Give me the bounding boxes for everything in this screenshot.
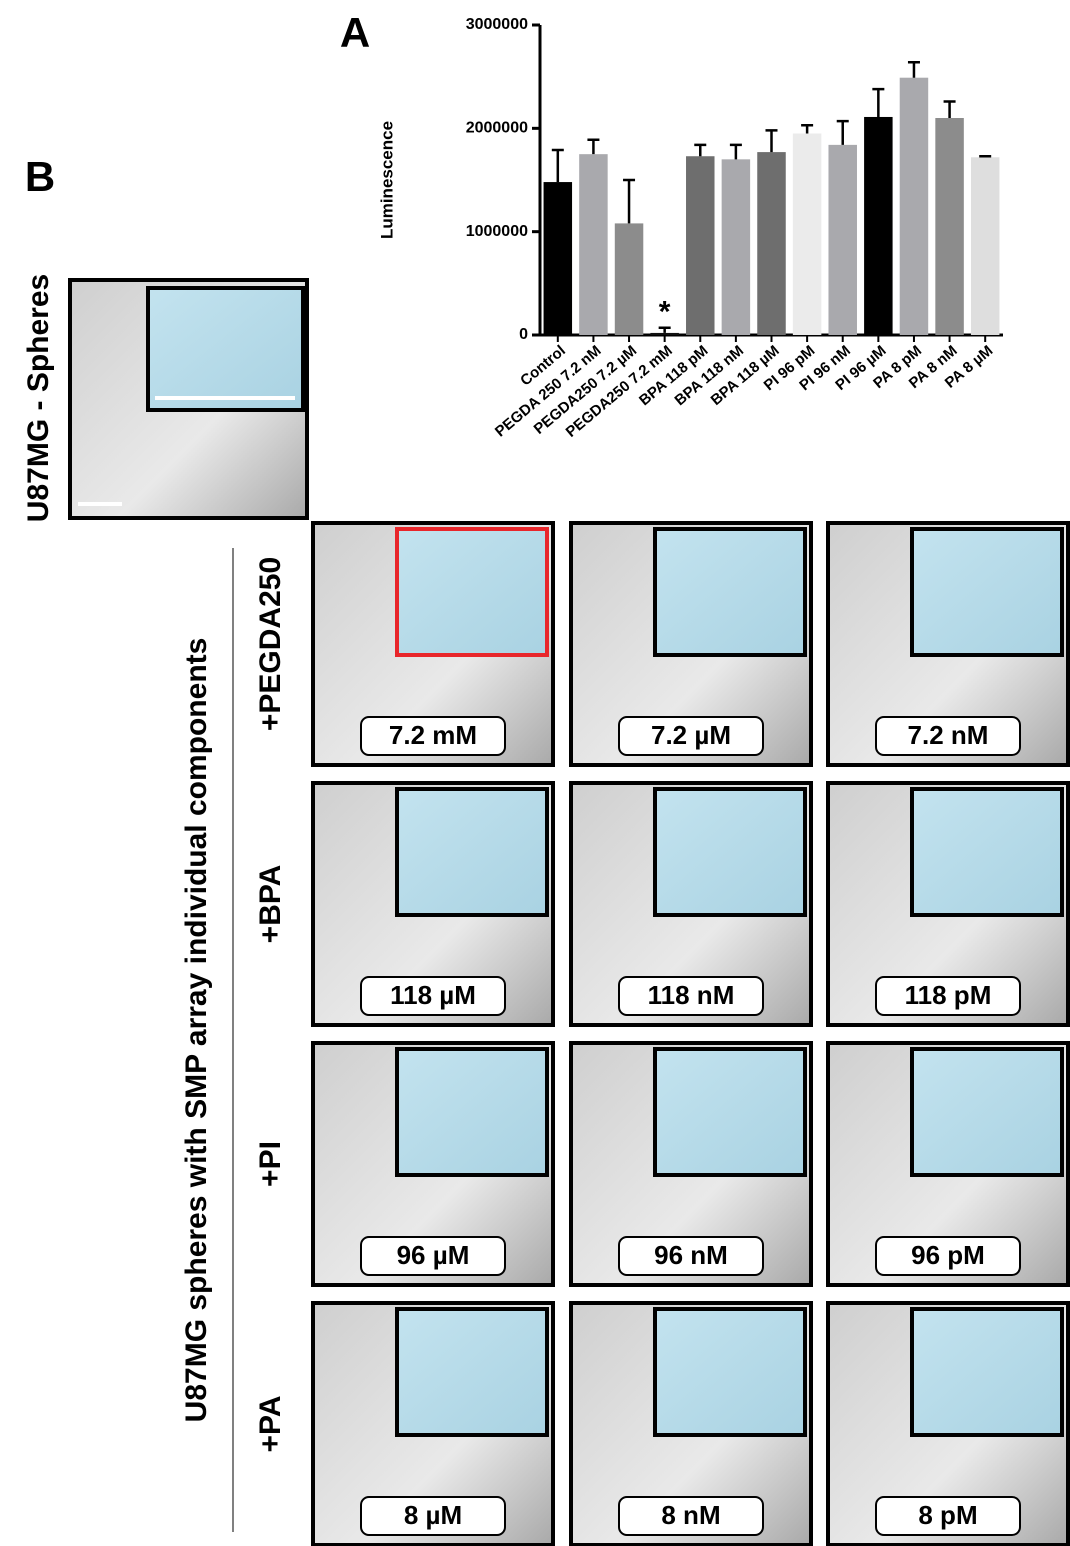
concentration-label: 118 nM: [648, 980, 735, 1010]
bar: [757, 152, 785, 335]
concentration-label: 8 µM: [404, 1500, 462, 1530]
bar: [935, 118, 963, 335]
concentration-label: 96 µM: [397, 1240, 470, 1270]
bar: [722, 159, 750, 335]
y-axis-label: Luminescence: [377, 121, 396, 239]
panel-label: B: [25, 153, 55, 200]
micrograph: 118 nM: [571, 783, 811, 1025]
figure: A B Luminescence U87MG - Spheres U87MG s…: [0, 0, 1070, 1546]
concentration-label: 7.2 µM: [651, 720, 731, 750]
concentration-label: 7.2 mM: [389, 720, 477, 750]
micrograph: 8 nM: [571, 1303, 811, 1545]
error-bar: [552, 150, 564, 182]
row-label: +PEGDA250: [254, 557, 287, 731]
micrograph: 118 pM: [828, 783, 1068, 1025]
micrograph: 8 pM: [828, 1303, 1068, 1545]
y-tick-label: 0: [519, 326, 528, 343]
micrograph-inset: [397, 529, 547, 655]
side-label: U87MG spheres with SMP array individual …: [180, 638, 213, 1423]
row-label: +PI: [254, 1141, 287, 1187]
error-bar: [944, 101, 956, 118]
micrograph: 118 µM: [313, 783, 553, 1025]
bar: [793, 134, 821, 336]
row-label: +PA: [254, 1396, 287, 1453]
bar: [615, 223, 643, 335]
row-label: +BPA: [254, 865, 287, 944]
micrograph-inset: [912, 1049, 1062, 1175]
micrograph-inset: [397, 789, 547, 915]
y-tick-label: 3000000: [466, 16, 528, 33]
spheres-image: [70, 280, 307, 518]
error-bar: [694, 145, 706, 156]
micrograph: 7.2 mM: [313, 523, 553, 765]
bar: [864, 117, 892, 335]
micrograph-inset: [397, 1049, 547, 1175]
micrograph-inset: [912, 1309, 1062, 1435]
concentration-label: 8 pM: [918, 1500, 977, 1530]
concentration-label: 118 µM: [390, 980, 476, 1010]
y-tick-label: 2000000: [466, 120, 528, 137]
spheres-label: U87MG - Spheres: [22, 274, 55, 522]
micrograph-inset: [655, 1049, 805, 1175]
annotation: *: [659, 296, 671, 329]
micrograph: 8 µM: [313, 1303, 553, 1545]
error-bar: [979, 156, 991, 157]
concentration-label: 96 pM: [911, 1240, 985, 1270]
micrograph: 7.2 µM: [571, 523, 811, 765]
bar: [971, 157, 999, 335]
y-tick-label: 1000000: [466, 223, 528, 240]
micrograph-inset: [655, 529, 805, 655]
error-bar: [801, 125, 813, 133]
bar: [544, 182, 572, 335]
error-bar: [837, 121, 849, 145]
bar: [650, 333, 678, 335]
panel-label: A: [340, 9, 370, 56]
error-bar: [730, 145, 742, 159]
concentration-label: 96 nM: [654, 1240, 728, 1270]
error-bar: [587, 140, 599, 154]
micrograph-inset: [397, 1309, 547, 1435]
bar: [828, 145, 856, 335]
concentration-label: 7.2 nM: [908, 720, 989, 750]
error-bar: [766, 130, 778, 152]
error-bar: [908, 62, 920, 77]
bar: [579, 154, 607, 335]
micrograph-inset: [655, 1309, 805, 1435]
error-bar: [623, 180, 635, 223]
micrograph-inset: [655, 789, 805, 915]
micrograph: 96 µM: [313, 1043, 553, 1285]
micrograph: 7.2 nM: [828, 523, 1068, 765]
concentration-label: 8 nM: [661, 1500, 720, 1530]
bar: [900, 78, 928, 335]
page: A B Luminescence U87MG - Spheres U87MG s…: [0, 0, 1070, 1546]
error-bar: [872, 89, 884, 117]
micrograph: 96 pM: [828, 1043, 1068, 1285]
concentration-label: 118 pM: [905, 980, 992, 1010]
bar: [686, 156, 714, 335]
micrograph: 96 nM: [571, 1043, 811, 1285]
micrograph-inset: [912, 529, 1062, 655]
micrograph-inset: [912, 789, 1062, 915]
